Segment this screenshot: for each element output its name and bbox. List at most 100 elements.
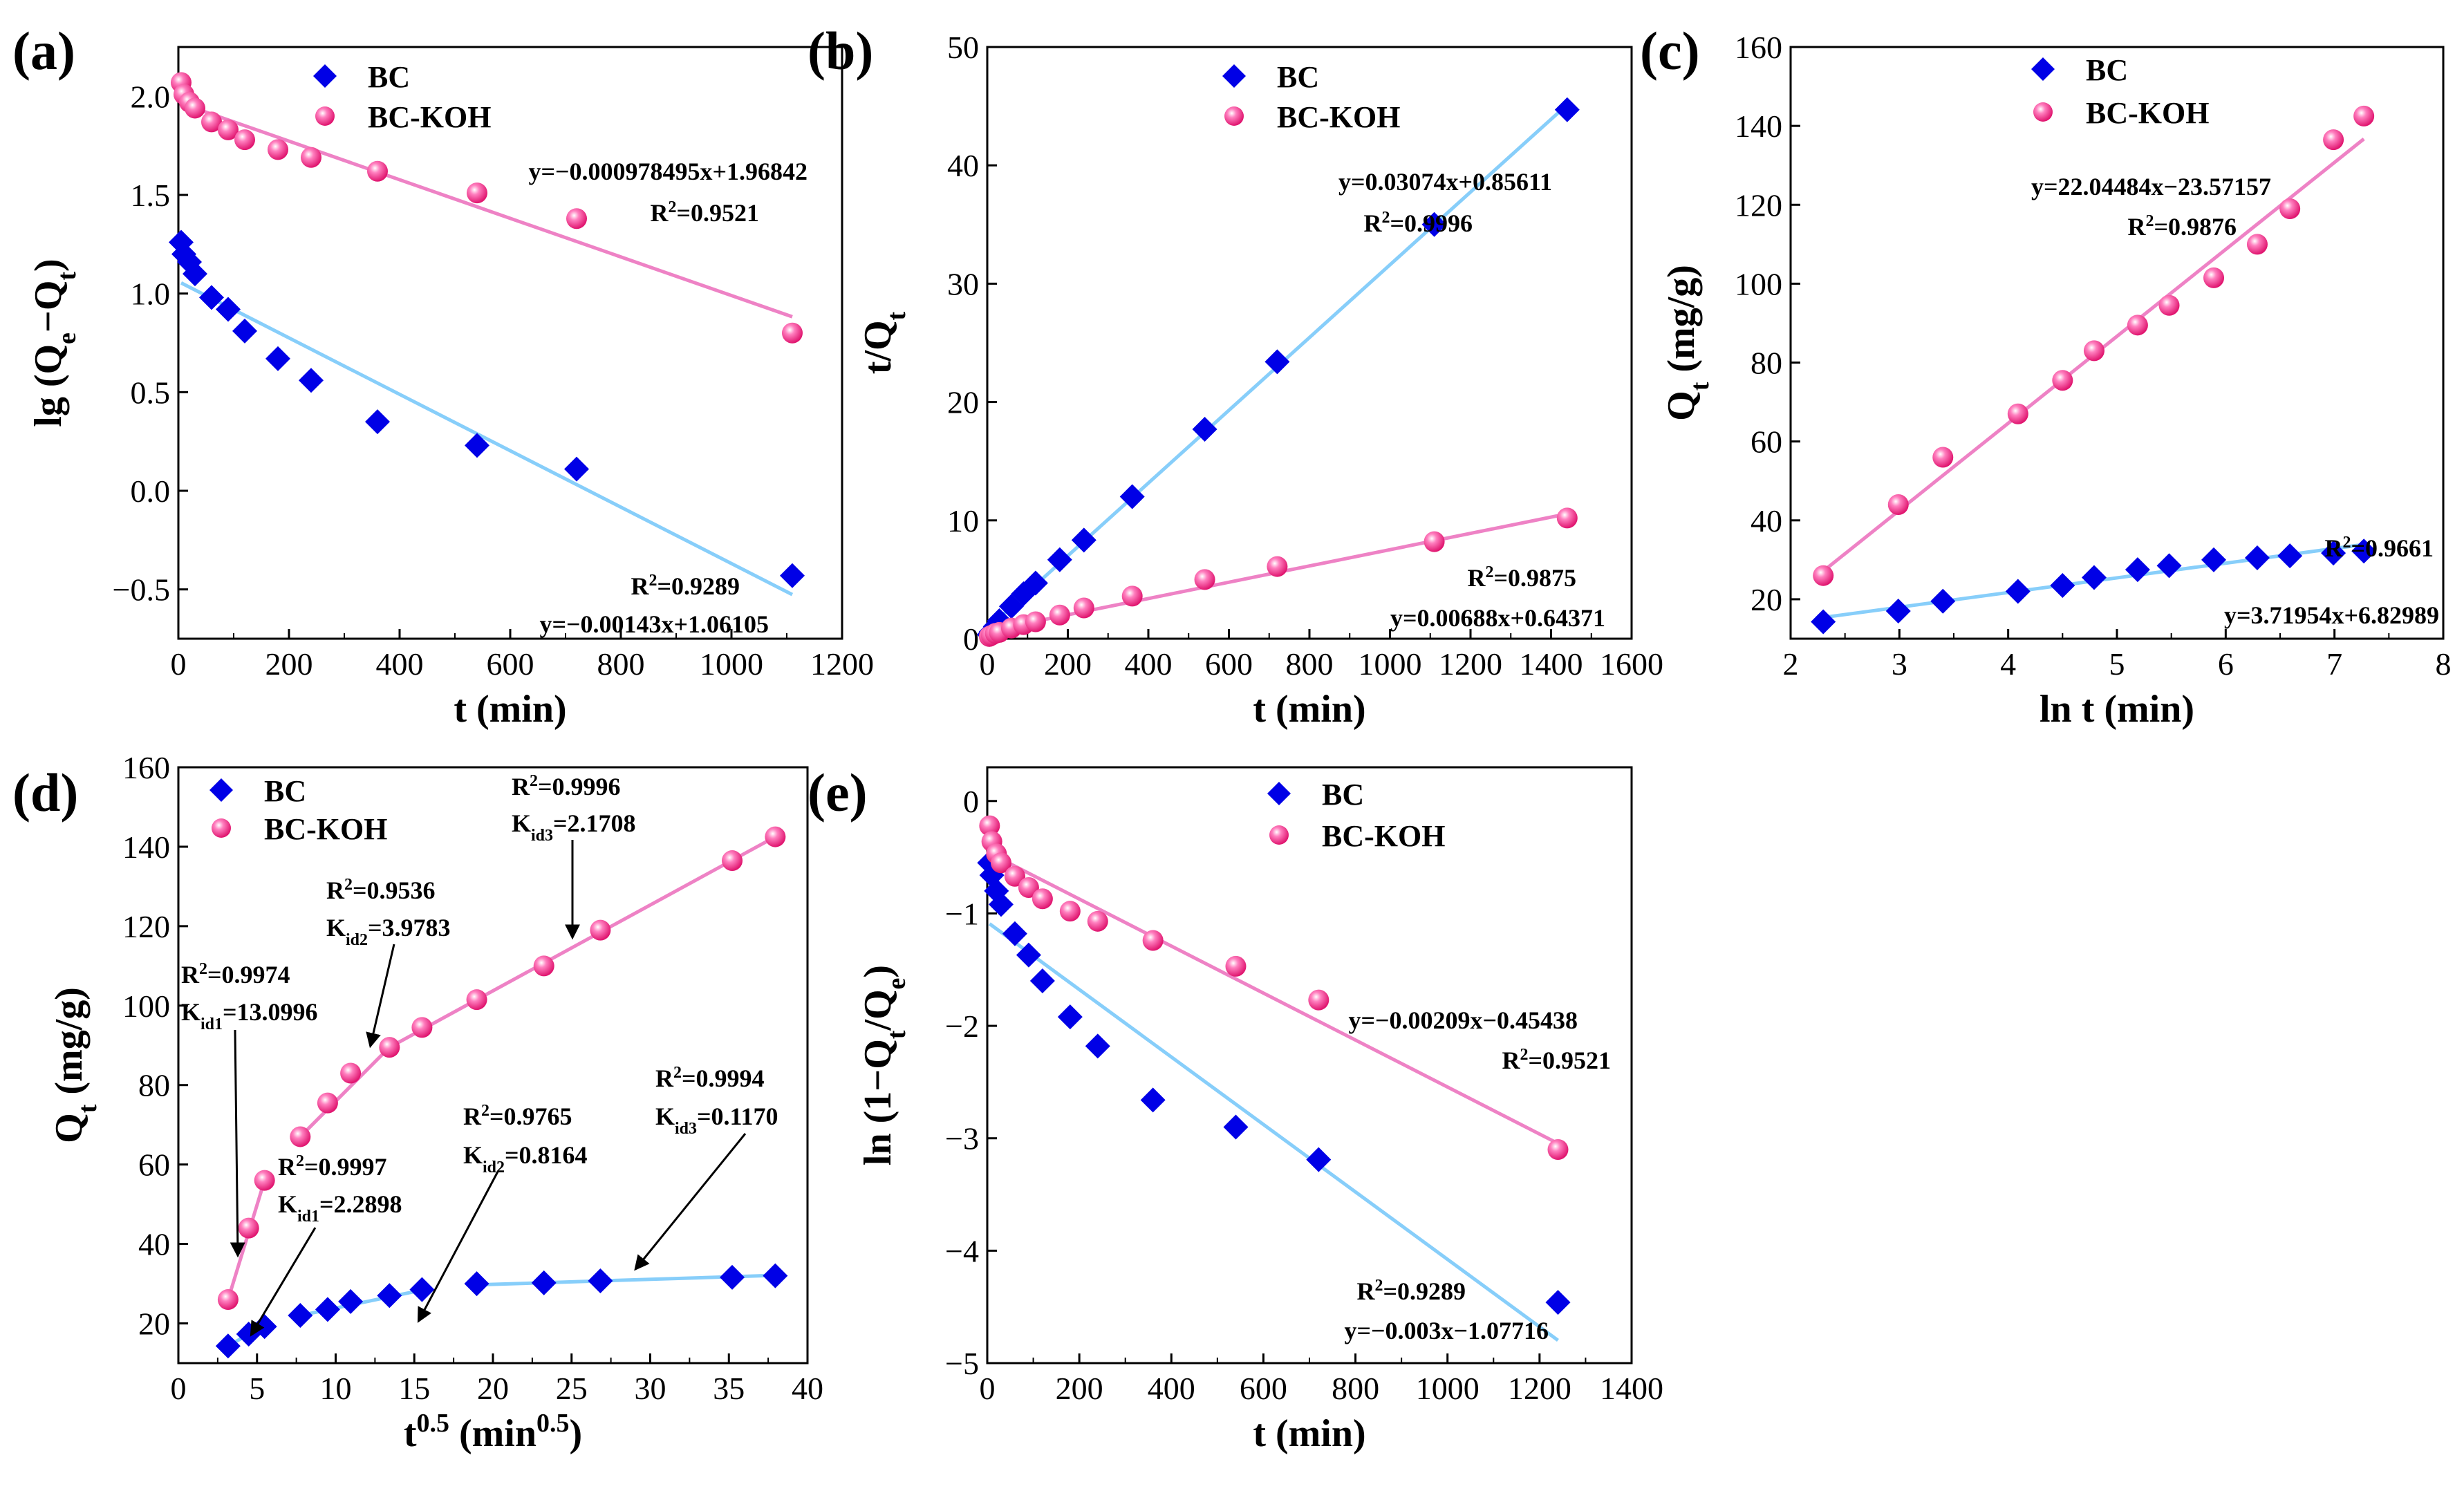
- y-tick-label: −2: [945, 1009, 979, 1044]
- y-axis-label: ln (1−Qt/Qe): [857, 965, 911, 1165]
- koh-series: [979, 815, 1569, 1160]
- x-tick-label: 7: [2326, 646, 2342, 682]
- bc-point: [531, 1270, 557, 1295]
- y-tick-label: 140: [122, 829, 170, 865]
- koh-point: [466, 989, 487, 1011]
- panel-c: 2 3 4 5 6 7 8 20 40 60 80 100 120 140 160 ln t (min) Qt …: [1640, 21, 2452, 731]
- bc-point: [1029, 968, 1055, 994]
- x-axis-label: t (min): [454, 688, 566, 731]
- x-tick-label: 200: [265, 646, 313, 682]
- bc-point: [720, 1264, 745, 1290]
- y-tick-label: 40: [947, 148, 979, 183]
- x-axis-label: t (min): [1253, 1412, 1365, 1455]
- legend-koh-label: BC-KOH: [1277, 100, 1400, 134]
- bc-point: [377, 1283, 402, 1309]
- bc-point: [1071, 527, 1096, 553]
- koh-point: [254, 1170, 275, 1191]
- x-tick-label: 8: [2436, 646, 2452, 682]
- annotation-bc_r2: R2=0.9289: [1356, 1277, 1466, 1305]
- legend-bc-label: BC: [1322, 778, 1364, 812]
- bc-point: [2201, 547, 2227, 572]
- legend-koh-marker: [2033, 102, 2053, 122]
- koh-series: [1813, 105, 2375, 586]
- y-tick-label: 40: [138, 1227, 170, 1262]
- bc-point: [1930, 588, 1956, 614]
- legend-bc-label: BC: [1277, 60, 1319, 94]
- panel-label: (c): [1640, 21, 1700, 81]
- koh-point: [990, 852, 1011, 874]
- x-tick-label: 5: [2109, 646, 2125, 682]
- koh-series: [217, 826, 786, 1311]
- annotation-r2-koh_r2_1: R2=0.9974: [181, 960, 290, 988]
- bc-point: [988, 892, 1014, 917]
- koh-point: [1073, 597, 1094, 619]
- x-tick-label: 800: [1286, 646, 1334, 682]
- koh-point: [2353, 105, 2375, 126]
- koh-series: [978, 507, 1578, 647]
- annotation-bc_eq: y=3.71954x+6.82989: [2224, 601, 2439, 629]
- koh-point: [340, 1062, 362, 1084]
- koh-point: [1194, 569, 1215, 590]
- koh-point: [1004, 865, 1025, 887]
- y-tick-label: 2.0: [131, 79, 171, 114]
- bc-point: [1119, 484, 1145, 509]
- koh-point: [367, 160, 388, 182]
- bc-point: [2081, 565, 2107, 590]
- koh-point: [185, 97, 205, 119]
- annotation-arrow: [634, 1133, 747, 1271]
- panel-label: (d): [12, 762, 78, 823]
- koh-point: [1308, 989, 1329, 1011]
- legend-koh-marker: [212, 818, 231, 838]
- bc-point: [315, 1297, 340, 1322]
- bc-point: [465, 433, 489, 458]
- y-tick-label: 30: [947, 266, 979, 301]
- koh-point: [2203, 267, 2225, 288]
- bc-series: [169, 229, 805, 588]
- x-tick-label: 4: [2000, 646, 2016, 682]
- koh-point: [1087, 910, 1108, 932]
- bc-point: [2321, 541, 2346, 566]
- koh-point: [1025, 611, 1046, 632]
- bc-point: [780, 563, 805, 588]
- annotation-arrow: [417, 1171, 499, 1323]
- x-axis-label: t0.5 (min0.5): [404, 1409, 582, 1455]
- annotation-bc_r2: R2=0.9661: [2324, 534, 2434, 562]
- bc-point: [1264, 349, 1290, 375]
- bc-point: [338, 1288, 364, 1314]
- y-axis-label: lg (Qe−Qt): [27, 259, 82, 426]
- x-tick-label: 20: [477, 1371, 509, 1406]
- koh-point: [411, 1017, 433, 1038]
- annotation-r2-koh_r2_2: R2=0.9536: [326, 876, 436, 904]
- y-tick-label: 0: [963, 621, 979, 657]
- koh-point: [566, 208, 587, 229]
- bc-point: [1002, 921, 1027, 946]
- bc-point: [2244, 545, 2270, 571]
- koh-point: [238, 1217, 259, 1239]
- koh-point: [1121, 585, 1143, 607]
- koh-point: [2127, 315, 2148, 336]
- bc-series: [977, 850, 1571, 1315]
- x-tick-label: 200: [1044, 646, 1092, 682]
- x-tick-label: 1200: [1508, 1371, 1571, 1406]
- y-tick-label: 60: [1751, 424, 1782, 460]
- koh-point: [1813, 565, 1834, 586]
- koh-point: [2007, 403, 2028, 424]
- bc-point: [1023, 570, 1048, 596]
- bc-point: [365, 409, 390, 435]
- bc-point: [232, 318, 257, 344]
- legend-koh-label: BC-KOH: [264, 812, 387, 846]
- panel-b: 0 200 400 600 800 1000 1200 1400 1600 0 10 20 30 40 50…: [808, 21, 1663, 731]
- annotation-koh_r2: R2=0.9521: [1502, 1046, 1611, 1074]
- annotation-bc_eq: y=−0.00143x+1.06105: [539, 610, 769, 638]
- koh-point: [782, 322, 803, 344]
- bc-point: [2351, 538, 2377, 564]
- legend-bc-marker: [1267, 782, 1291, 805]
- annotation-r2-bc_r2_3: R2=0.9994: [655, 1064, 765, 1092]
- bc-point: [1140, 1087, 1166, 1113]
- y-tick-label: 140: [1735, 109, 1782, 144]
- bc-point: [2005, 579, 2031, 604]
- koh-point: [1059, 901, 1081, 922]
- koh-point: [1424, 531, 1445, 552]
- y-tick-label: 1.5: [131, 178, 171, 213]
- x-tick-label: 30: [635, 1371, 666, 1406]
